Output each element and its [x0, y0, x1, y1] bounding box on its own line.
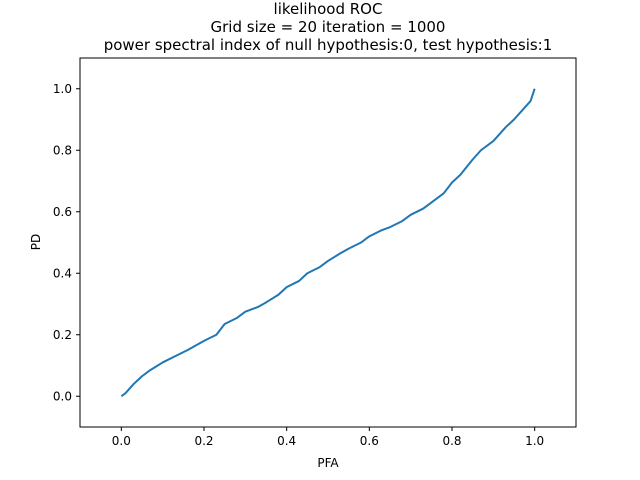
x-tick-label: 1.0: [525, 434, 544, 448]
y-tick-label: 0.6: [53, 205, 72, 219]
x-tick-label: 0.6: [360, 434, 379, 448]
title-line-1: likelihood ROC: [274, 0, 383, 18]
x-tick-label: 0.0: [112, 434, 131, 448]
series-layer: [120, 88, 536, 398]
title-line-2: Grid size = 20 iteration = 1000: [211, 18, 446, 36]
y-tick-label: 0.8: [53, 143, 72, 157]
roc-curve-series: [120, 88, 536, 398]
title-line-3: power spectral index of null hypothesis:…: [104, 36, 553, 54]
y-tick-label: 0.2: [53, 328, 72, 342]
y-axis-label: PD: [29, 234, 43, 250]
y-tick-label: 1.0: [53, 82, 72, 96]
y-tick-label: 0.0: [53, 389, 72, 403]
x-tick-label: 0.2: [194, 434, 213, 448]
plot-area-frame: [79, 57, 577, 428]
y-tick-label: 0.4: [53, 266, 72, 280]
chart-title: likelihood ROC Grid size = 20 iteration …: [104, 0, 553, 54]
y-axis-ticks: 0.0 0.2 0.4 0.6 0.8 1.0: [53, 82, 80, 403]
x-axis-ticks: 0.0 0.2 0.4 0.6 0.8 1.0: [112, 427, 544, 448]
x-tick-label: 0.8: [442, 434, 461, 448]
x-axis-label: PFA: [317, 456, 339, 470]
x-tick-label: 0.4: [277, 434, 296, 448]
